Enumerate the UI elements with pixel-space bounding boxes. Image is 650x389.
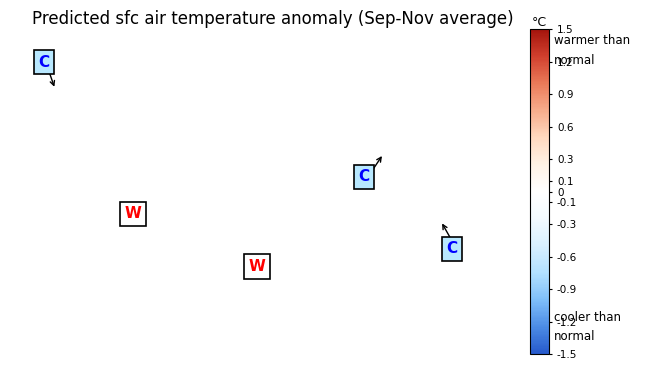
Text: normal: normal	[554, 330, 595, 343]
Text: normal: normal	[554, 54, 595, 67]
Text: W: W	[248, 259, 265, 274]
Text: Predicted sfc air temperature anomaly (Sep-Nov average): Predicted sfc air temperature anomaly (S…	[32, 10, 514, 28]
Text: W: W	[125, 207, 142, 221]
Title: °C: °C	[532, 16, 547, 29]
Text: cooler than: cooler than	[554, 310, 621, 324]
Text: C: C	[38, 55, 50, 70]
Text: C: C	[358, 170, 370, 184]
Text: warmer than: warmer than	[554, 34, 630, 47]
Text: C: C	[446, 242, 458, 256]
